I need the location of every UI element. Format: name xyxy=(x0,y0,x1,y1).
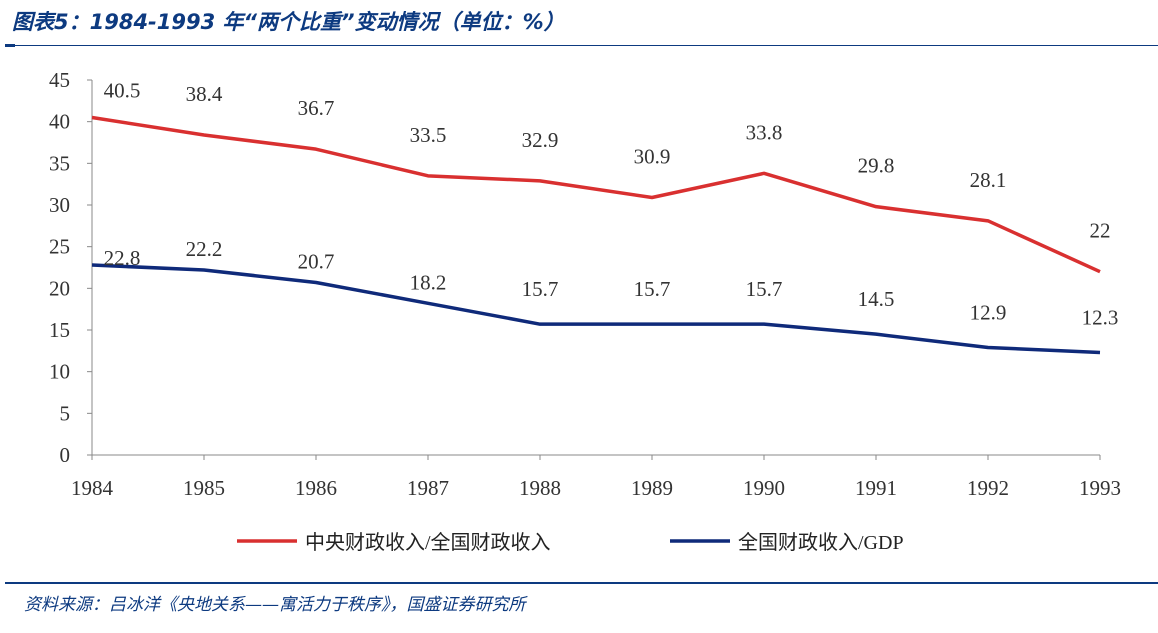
data-label: 12.3 xyxy=(1082,306,1119,330)
data-label: 36.7 xyxy=(298,96,335,120)
data-label: 22.8 xyxy=(104,246,141,270)
data-label: 12.9 xyxy=(970,301,1007,325)
y-tick-label: 20 xyxy=(49,276,70,300)
data-label: 29.8 xyxy=(858,154,895,178)
source-note: 资料来源：吕冰洋《央地关系——寓活力于秩序》，国盛证券研究所 xyxy=(24,595,526,615)
x-tick-label: 1989 xyxy=(631,476,673,500)
title-divider-mark xyxy=(5,44,15,47)
title-divider xyxy=(5,45,1158,46)
y-tick-label: 40 xyxy=(49,110,70,134)
x-tick-label: 1984 xyxy=(71,476,114,500)
data-label: 38.4 xyxy=(186,82,223,106)
data-label: 22 xyxy=(1090,219,1111,243)
data-label: 20.7 xyxy=(298,250,335,274)
x-tick-label: 1985 xyxy=(183,476,225,500)
data-label: 22.2 xyxy=(186,237,223,261)
data-label: 15.7 xyxy=(746,277,783,301)
x-tick-label: 1991 xyxy=(855,476,897,500)
data-label: 33.5 xyxy=(410,123,447,147)
y-tick-label: 10 xyxy=(49,360,70,384)
x-tick-label: 1993 xyxy=(1079,476,1121,500)
data-label: 28.1 xyxy=(970,168,1007,192)
data-label: 14.5 xyxy=(858,287,895,311)
data-label: 18.2 xyxy=(410,270,447,294)
legend-label: 全国财政收入/GDP xyxy=(738,531,904,554)
y-tick-label: 30 xyxy=(49,193,70,217)
x-tick-label: 1986 xyxy=(295,476,337,500)
y-tick-label: 5 xyxy=(60,401,71,425)
y-tick-label: 35 xyxy=(49,151,70,175)
x-tick-label: 1990 xyxy=(743,476,785,500)
series-line-2 xyxy=(91,263,1101,355)
data-label: 15.7 xyxy=(522,277,559,301)
data-label: 40.5 xyxy=(104,79,141,103)
data-label: 32.9 xyxy=(522,128,559,152)
legend-label: 中央财政收入/全国财政收入 xyxy=(305,531,551,554)
source-divider xyxy=(5,582,1158,584)
x-tick-label: 1992 xyxy=(967,476,1009,500)
data-label: 30.9 xyxy=(634,145,671,169)
line-chart: 0 5 10 15 20 25 30 35 40 45 1984 1985 1986 1987 1988 19… xyxy=(49,68,1121,554)
chart-title: 图表5：1984-1993 年“两个比重”变动情况（单位：%） xyxy=(12,10,565,34)
x-tick-label: 1988 xyxy=(519,476,561,500)
y-tick-label: 45 xyxy=(49,68,70,92)
data-label: 33.8 xyxy=(746,120,783,144)
data-label: 15.7 xyxy=(634,277,671,301)
y-tick-label: 0 xyxy=(60,443,71,467)
y-tick-label: 15 xyxy=(49,318,70,342)
series-line-1 xyxy=(91,115,1101,274)
x-tick-label: 1987 xyxy=(407,476,449,500)
y-tick-label: 25 xyxy=(49,235,70,259)
